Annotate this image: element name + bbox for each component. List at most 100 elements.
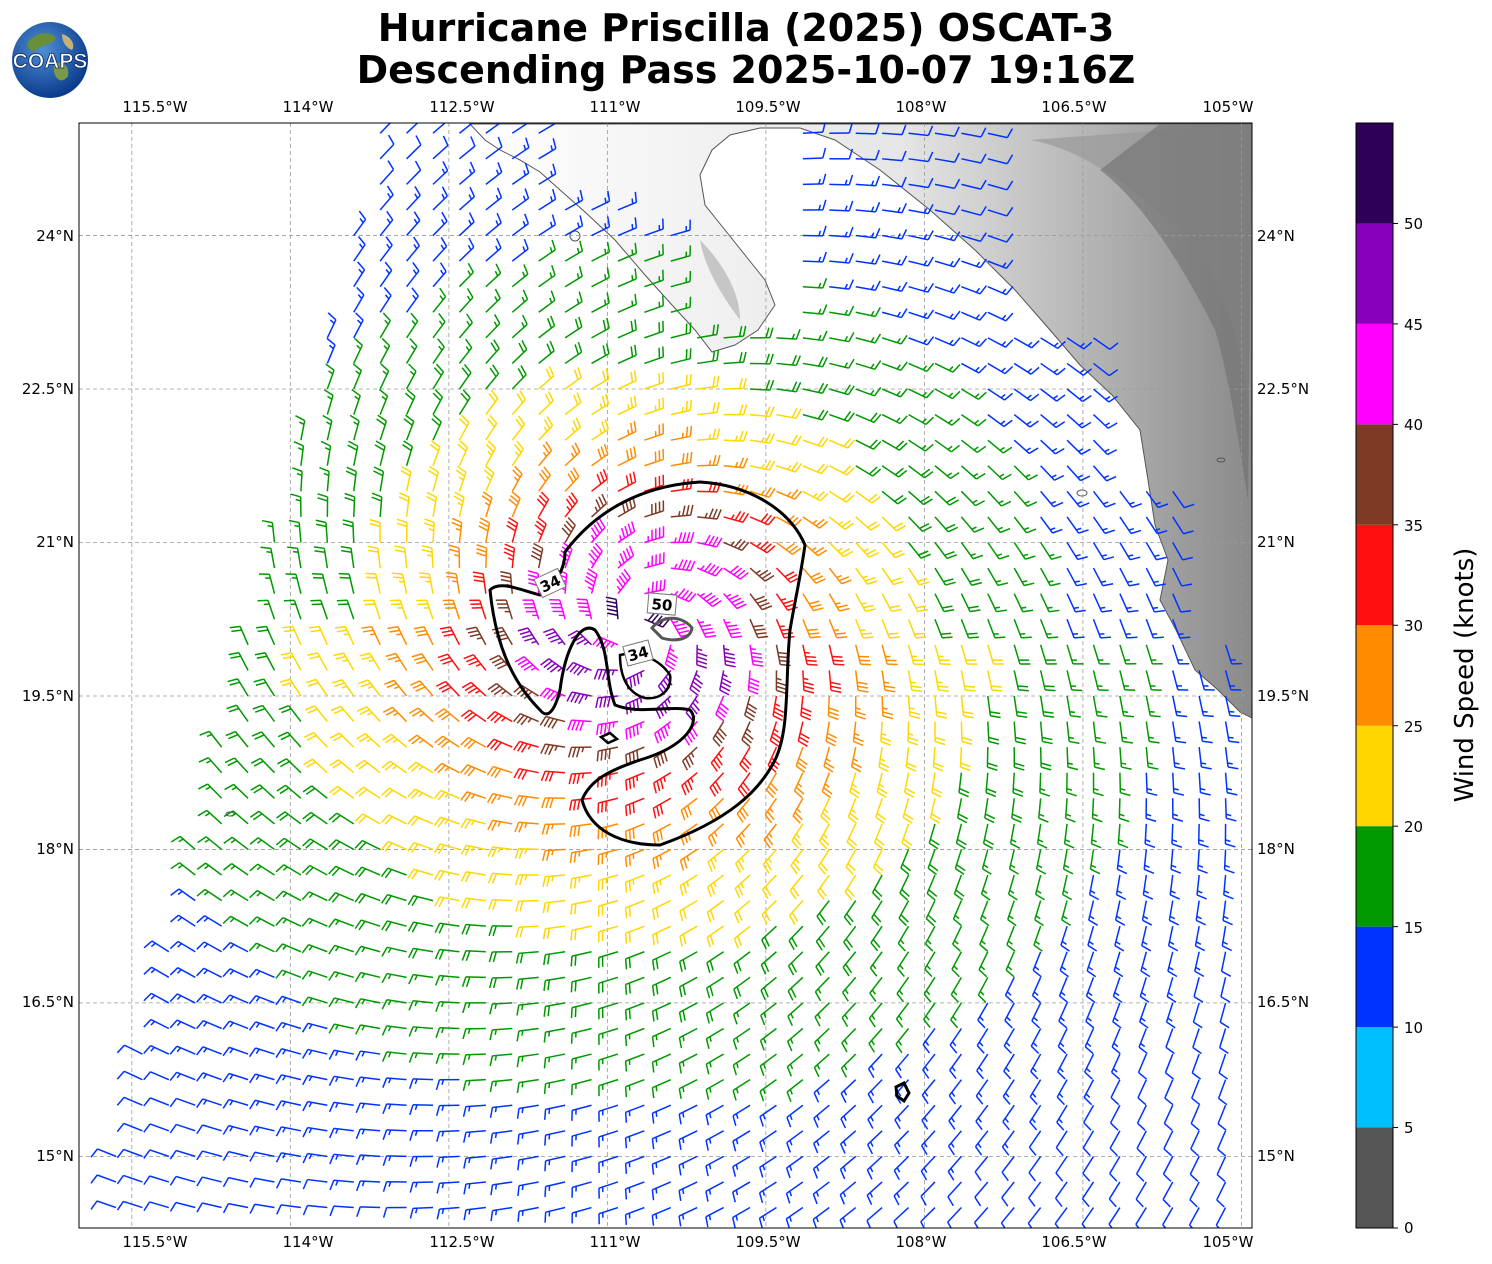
wind-barb [769, 721, 782, 748]
y-tick-left-24N: 24°N [36, 227, 74, 245]
wind-barb [1066, 772, 1077, 797]
wind-barb [1040, 362, 1066, 376]
map-frame [78, 122, 1253, 1229]
wind-barb [841, 1002, 857, 1028]
colorbar-tick-35: 35 [1404, 517, 1424, 535]
wind-barb [382, 1103, 407, 1114]
wind-barb [739, 746, 752, 773]
wind-barb [974, 1130, 989, 1156]
wind-barb [855, 516, 880, 531]
wind-barb [379, 363, 390, 390]
wind-barb [302, 785, 328, 799]
wind-barb [706, 874, 725, 898]
wind-barb [855, 465, 882, 477]
wind-barb [987, 695, 1001, 719]
wind-barb [458, 414, 470, 441]
wind-barb [458, 389, 471, 415]
wind-barb [143, 1149, 170, 1159]
wind-barb [679, 848, 698, 871]
wind-barb [1083, 1104, 1095, 1131]
x-tick-bottom-109.5W: 109.5°W [735, 1233, 801, 1251]
contour-small [598, 731, 620, 745]
wind-barb [488, 976, 513, 989]
colorbar-bin [1356, 1127, 1393, 1228]
wind-barb [1028, 1130, 1042, 1156]
wind-barb [712, 721, 727, 747]
wind-barb [947, 1181, 962, 1207]
wind-barb [469, 599, 487, 620]
wind-barb [758, 1181, 777, 1203]
wind-barb [921, 1104, 936, 1130]
wind-barb [249, 1073, 275, 1084]
wind-barb [987, 311, 1014, 322]
wind-barb [435, 680, 460, 697]
wind-barb [515, 925, 539, 938]
wind-barb [881, 388, 908, 398]
wind-barb [908, 230, 934, 241]
wind-barb [1064, 798, 1076, 823]
wind-barb [511, 137, 530, 160]
wind-barb [1112, 1002, 1122, 1029]
wind-barb [317, 493, 329, 517]
wind-barb [961, 205, 987, 216]
wind-barb [196, 862, 223, 876]
wind-barb [986, 747, 998, 772]
wind-barb [351, 388, 361, 415]
wind-barb [453, 491, 465, 518]
wind-barb [1066, 695, 1081, 718]
wind-barb [644, 244, 664, 262]
wind-barb [679, 951, 698, 972]
wind-barb [442, 599, 461, 620]
wind-barb [1119, 695, 1135, 718]
wind-barb [276, 811, 302, 825]
wind-barb [1058, 977, 1069, 1003]
wind-barb [802, 225, 827, 237]
wind-barb [90, 1174, 117, 1184]
wind-barb [406, 211, 421, 237]
wind-barb [651, 976, 672, 997]
wind-contours: 34 50 34 [488, 480, 911, 1104]
colorbar-tick-10: 10 [1404, 1019, 1424, 1037]
wind-barb [1066, 593, 1086, 613]
wind-barb [458, 313, 473, 339]
wind-barb [1172, 695, 1188, 718]
wind-barb [354, 919, 381, 931]
wind-barb [827, 695, 839, 721]
wind-barb [881, 413, 908, 425]
wind-barb [538, 416, 554, 441]
wind-barb [1224, 695, 1241, 718]
wind-barb [222, 1098, 249, 1109]
wind-barb [787, 976, 804, 1001]
wind-barb [481, 491, 493, 518]
wind-barb [277, 758, 302, 774]
wind-barb [1066, 439, 1091, 455]
wind-barb [920, 1130, 936, 1155]
wind-barb [1002, 1104, 1015, 1131]
wind-barb [404, 388, 416, 415]
wind-barb [828, 516, 855, 530]
wind-barb [1013, 337, 1040, 349]
wind-barb [406, 135, 422, 160]
wind-barb [408, 973, 434, 985]
wind-barb [432, 211, 448, 237]
wind-barb [538, 391, 554, 416]
wind-barb [696, 562, 723, 577]
wind-barb [749, 644, 764, 667]
wind-barb [1216, 1156, 1227, 1183]
wind-barb [1013, 414, 1039, 428]
wind-barb [1013, 747, 1025, 771]
wind-barb [534, 516, 547, 543]
wind-barb [1215, 1207, 1227, 1228]
wind-barb [569, 874, 592, 890]
wind-barb [908, 282, 935, 293]
wind-barb [1145, 772, 1158, 797]
wind-barb [828, 541, 854, 558]
wind-barb [841, 1027, 857, 1053]
wind-barb [900, 849, 911, 876]
wind-barb [741, 721, 754, 748]
wind-barb [381, 893, 407, 905]
wind-barb [354, 786, 381, 799]
wind-barb [530, 542, 544, 569]
wind-barb [282, 625, 302, 646]
wind-barb [461, 949, 486, 961]
